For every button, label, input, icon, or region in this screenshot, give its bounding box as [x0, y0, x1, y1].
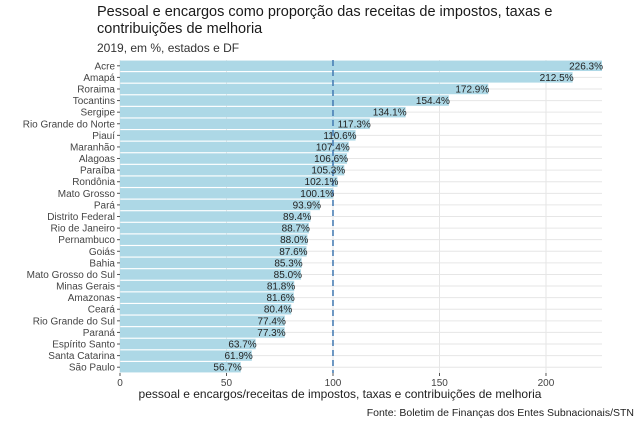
data-label: 61.9%	[224, 351, 252, 362]
x-tick-label: 0	[117, 378, 123, 389]
y-tick-label: Pará	[94, 200, 116, 211]
chart-subtitle: 2019, em %, estados e DF	[97, 41, 240, 55]
y-tick-label: Maranhão	[70, 142, 115, 153]
data-label: 85.3%	[274, 258, 302, 269]
y-tick-label: Bahia	[89, 258, 115, 269]
y-tick-label: Goiás	[89, 247, 115, 258]
bar	[120, 257, 302, 269]
bar	[120, 106, 406, 118]
data-label: 93.9%	[293, 200, 321, 211]
bar	[120, 176, 338, 187]
data-label: 88.0%	[280, 235, 308, 246]
data-label: 102.1%	[305, 177, 339, 188]
bar	[120, 118, 370, 129]
data-label: 77.4%	[257, 316, 285, 327]
data-label: 85.0%	[274, 270, 302, 281]
data-label: 80.4%	[264, 305, 292, 316]
bar	[120, 164, 345, 176]
y-tick-label: Piauí	[92, 131, 115, 142]
y-tick-label: Rio Grande do Norte	[23, 119, 116, 130]
data-label: 110.6%	[323, 131, 356, 142]
y-tick-label: Distrito Federal	[47, 212, 115, 223]
data-label: 212.5%	[540, 73, 574, 84]
data-label: 105.3%	[311, 166, 345, 177]
y-tick-label: Paraíba	[80, 166, 115, 177]
x-tick-label: 150	[431, 378, 448, 389]
bar	[120, 188, 334, 199]
bar	[120, 246, 307, 257]
y-tick-label: Rio Grande do Sul	[33, 316, 115, 327]
bar	[120, 72, 573, 83]
data-label: 117.3%	[338, 119, 371, 130]
bar	[120, 199, 320, 211]
y-tick-label: Acre	[94, 61, 115, 72]
y-tick-label: São Paulo	[69, 363, 116, 374]
y-tick-label: Alagoas	[79, 154, 115, 165]
data-label: 89.4%	[283, 212, 311, 223]
y-tick-label: Minas Gerais	[56, 282, 115, 293]
bar	[120, 269, 302, 280]
chart-title: Pessoal e encargos como proporção das re…	[97, 4, 553, 37]
data-label: 107.4%	[316, 142, 350, 153]
bar	[120, 130, 356, 141]
y-tick-label: Sergipe	[81, 108, 116, 119]
x-tick-label: 50	[221, 378, 233, 389]
y-tick-label: Ceará	[88, 305, 116, 316]
bar	[120, 83, 489, 95]
data-label: 100.1%	[300, 189, 334, 200]
data-label: 88.7%	[282, 224, 310, 235]
y-tick-label: Amapá	[83, 73, 115, 84]
data-label: 81.6%	[266, 293, 294, 304]
data-label: 134.1%	[373, 108, 407, 119]
y-tick-label: Amazonas	[68, 293, 115, 304]
bar	[120, 304, 292, 315]
y-tick-label: Espírito Santo	[52, 340, 115, 351]
y-tick-label: Mato Grosso	[58, 189, 116, 200]
data-label: 87.6%	[279, 247, 307, 258]
y-tick-label: Rio de Janeiro	[51, 224, 116, 235]
data-label: 81.8%	[267, 282, 295, 293]
y-tick-label: Rondônia	[72, 177, 115, 188]
bar	[120, 141, 349, 153]
y-tick-label: Mato Grosso do Sul	[27, 270, 115, 281]
bar	[120, 292, 294, 303]
bar	[120, 153, 348, 164]
bar	[120, 280, 295, 292]
bar	[120, 222, 309, 234]
data-label: 172.9%	[455, 84, 489, 95]
source-caption: Fonte: Boletim de Finanças dos Entes Sub…	[366, 407, 634, 419]
bar	[120, 327, 285, 338]
bar	[120, 338, 256, 350]
bar	[120, 211, 311, 222]
bar	[120, 95, 449, 106]
data-label: 154.4%	[416, 96, 450, 107]
x-tick-label: 100	[325, 378, 342, 389]
bar	[120, 60, 602, 72]
y-tick-label: Tocantins	[73, 96, 115, 107]
data-label: 226.3%	[569, 61, 603, 72]
x-axis-label: pessoal e encargos/receitas de impostos,…	[138, 387, 542, 401]
y-tick-label: Pernambuco	[58, 235, 115, 246]
data-label: 77.3%	[257, 328, 285, 339]
data-label: 56.7%	[213, 363, 241, 374]
bar	[120, 315, 285, 327]
data-label: 63.7%	[228, 340, 256, 351]
y-tick-label: Paraná	[83, 328, 116, 339]
bar	[120, 234, 308, 245]
bar	[120, 361, 241, 373]
data-label: 106.6%	[314, 154, 348, 165]
x-tick-label: 200	[538, 378, 555, 389]
y-tick-label: Roraima	[77, 84, 115, 95]
bar	[120, 350, 252, 361]
y-tick-label: Santa Catarina	[48, 351, 115, 362]
